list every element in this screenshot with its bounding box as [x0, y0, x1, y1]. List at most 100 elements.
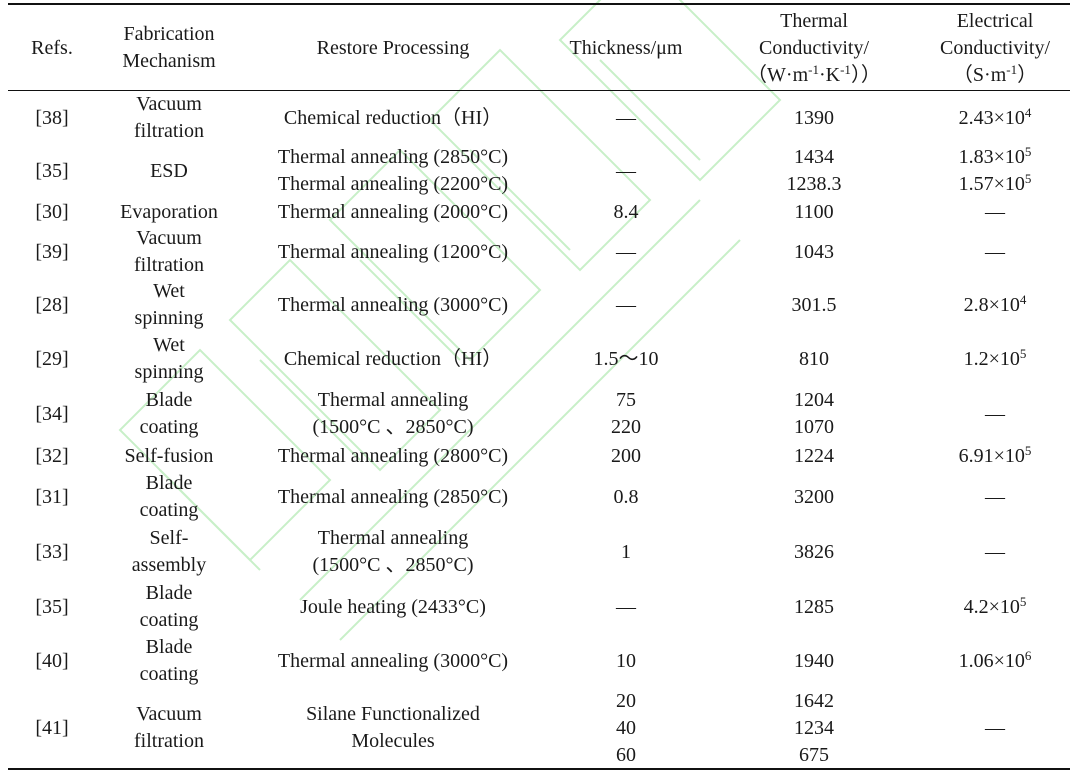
cell-mechanism: Blade coating [139, 582, 199, 631]
cell-electrical: — [920, 226, 1070, 278]
thickness-value: — [616, 240, 636, 263]
cell-mechanism: Blade coating [139, 472, 199, 521]
cell-mechanism: Evaporation [120, 200, 218, 223]
cell-electrical: — [920, 470, 1070, 524]
thermal-value: 1204 [794, 389, 834, 411]
cell-electrical: — [920, 524, 1070, 580]
header-electrical-unit: （S·m-1） [953, 62, 1037, 89]
cell-ref: [40] [35, 649, 69, 672]
unit-text: ）） [850, 63, 881, 86]
header-refs: Refs. [31, 36, 73, 59]
top-rule [8, 3, 1070, 5]
thickness-value: — [616, 293, 636, 316]
cell-thickness: 0.8 [544, 470, 708, 524]
cell-mechanism: Vacuum filtration [134, 227, 204, 276]
unit-exponent: -1 [840, 61, 851, 77]
header-electrical-line: Electrical [956, 9, 1034, 32]
unit-text: （W·m [747, 63, 809, 86]
processing-value: Chemical reduction（HI） [283, 347, 503, 370]
electrical-value: — [985, 239, 1005, 266]
electrical-value: 2.43×104 [959, 105, 1032, 132]
cell-mechanism: Vacuum filtration [134, 703, 204, 752]
processing-value: Thermal annealing (2800°C) [277, 444, 509, 467]
cell-processing: Thermal annealing (2800°C) [242, 442, 544, 470]
cell-ref: [30] [35, 200, 69, 223]
thermal-value: 3826 [794, 540, 834, 563]
thermal-value: 1224 [794, 444, 834, 467]
data-table: Refs. Fabrication Mechanism Restore Proces… [8, 0, 1070, 774]
cell-processing: Thermal annealing (2850°C) Thermal anneal… [242, 144, 544, 198]
electrical-base: — [985, 716, 1005, 739]
unit-exponent: -1 [808, 61, 819, 77]
cell-thermal: 810 [708, 332, 920, 386]
header-processing: Restore Processing [316, 36, 470, 59]
cell-thermal: 3200 [708, 470, 920, 524]
electrical-exponent: 5 [1024, 144, 1032, 159]
cell-ref: [34] [35, 402, 69, 425]
thickness-value: 220 [611, 416, 641, 438]
cell-processing: Thermal annealing (1200°C) [242, 226, 544, 278]
electrical-value: — [985, 199, 1005, 226]
cell-processing: Thermal annealing (1500°C 、2850°C) [242, 524, 544, 580]
unit-text: ） [1017, 63, 1038, 86]
electrical-value: 1.2×105 [964, 346, 1027, 373]
cell-electrical: 6.91×105 [920, 442, 1070, 470]
electrical-exponent: 5 [1019, 345, 1027, 361]
processing-value: Thermal annealing (2200°C) [277, 173, 509, 195]
electrical-value: 2.8×104 [964, 292, 1027, 319]
electrical-base: — [985, 200, 1005, 223]
cell-thermal: 1100 [708, 198, 920, 226]
cell-thickness: — [544, 144, 708, 198]
cell-thermal: 1204 1070 [708, 386, 920, 442]
cell-thickness: — [544, 226, 708, 278]
cell-thickness: 75 220 [544, 386, 708, 442]
electrical-base: — [985, 540, 1005, 563]
thermal-value: 1100 [794, 200, 834, 223]
electrical-base: — [985, 402, 1005, 425]
electrical-value: — [985, 484, 1005, 511]
unit-text: ·K [818, 63, 841, 86]
thermal-value: 675 [799, 743, 829, 766]
cell-mechanism: Vacuum filtration [134, 93, 204, 142]
cell-thermal: 3826 [708, 524, 920, 580]
cell-thermal: 1940 [708, 634, 920, 688]
cell-processing: Thermal annealing (1500°C 、2850°C) [242, 386, 544, 442]
cell-electrical: 2.43×104 [920, 92, 1070, 144]
thermal-value: 1234 [794, 716, 834, 739]
thermal-value: 1070 [794, 416, 834, 438]
cell-mechanism: Self-fusion [124, 444, 214, 467]
thickness-value: 40 [616, 716, 636, 739]
thickness-value: — [616, 595, 636, 618]
cell-ref: [39] [35, 240, 69, 263]
header-thermal: Thermal Conductivity/（W·m-1·K-1）） [708, 6, 920, 90]
cell-ref: [41] [35, 716, 69, 739]
cell-thickness: 20 40 60 [544, 688, 708, 768]
electrical-exponent: 5 [1019, 593, 1027, 609]
processing-value: Silane Functionalized [306, 703, 480, 725]
cell-processing: Chemical reduction（HI） [242, 92, 544, 144]
thickness-value: 8.4 [613, 200, 639, 223]
cell-thickness: — [544, 278, 708, 332]
thermal-value: 1043 [794, 240, 834, 263]
processing-value: Thermal annealing [317, 527, 469, 549]
cell-electrical: — [920, 386, 1070, 442]
electrical-value: — [985, 401, 1005, 428]
cell-processing: Silane Functionalized Molecules [242, 688, 544, 768]
electrical-base: 1.83×10 [958, 146, 1025, 168]
cell-ref: [28] [35, 293, 69, 316]
cell-mechanism: Blade coating [139, 636, 199, 685]
cell-electrical: 1.83×105 1.57×105 [920, 144, 1070, 198]
thickness-value: 75 [616, 389, 636, 411]
cell-thickness: 1.5～10 [544, 332, 708, 386]
cell-thermal: 1642 1234 675 [708, 688, 920, 768]
electrical-base: 6.91×10 [958, 444, 1025, 467]
electrical-value: 6.91×105 [959, 443, 1032, 470]
processing-value: Thermal annealing (1200°C) [277, 240, 509, 263]
electrical-base: 2.8×10 [963, 293, 1020, 316]
electrical-exponent: 4 [1024, 104, 1032, 120]
thickness-value: 60 [616, 743, 636, 766]
header-thermal-line: Conductivity/ [759, 36, 869, 59]
unit-exponent: -1 [1006, 61, 1018, 77]
thermal-value: 301.5 [791, 293, 837, 316]
thermal-value: 1642 [794, 689, 834, 712]
